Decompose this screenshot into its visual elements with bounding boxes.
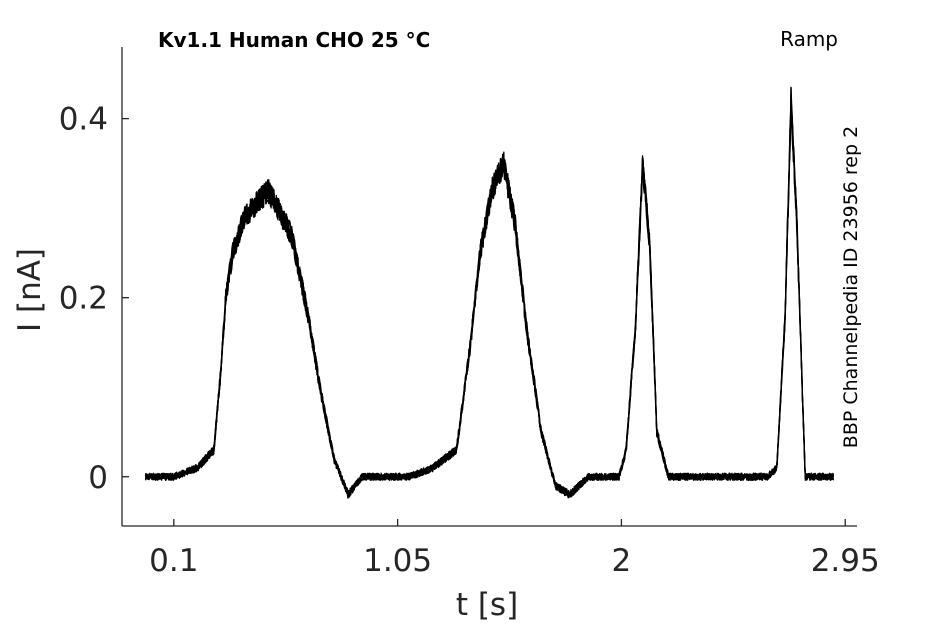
y-tick-label: 0.2 (59, 281, 108, 317)
x-tick-label: 0.1 (149, 543, 198, 579)
x-ticks: 0.1 1.05 2 2.95 (149, 519, 880, 579)
x-tick-label: 2 (612, 543, 632, 579)
current-trace-line (144, 101, 835, 498)
y-axis-label: I [nA] (12, 248, 48, 332)
x-tick-label: 1.05 (363, 543, 432, 579)
current-trace-line (144, 104, 834, 499)
current-trace-line (144, 93, 834, 499)
side-annotation: BBP Channelpedia ID 23956 rep 2 (840, 126, 862, 448)
y-tick-label: 0.4 (59, 102, 108, 138)
current-trace-line (144, 86, 835, 497)
protocol-label: Ramp (780, 27, 838, 51)
x-tick-label: 2.95 (811, 543, 880, 579)
y-tick-label: 0 (88, 460, 108, 496)
chart-title: Kv1.1 Human CHO 25 °C (158, 28, 430, 52)
current-trace-line (144, 86, 835, 499)
x-axis-label: t [s] (456, 587, 518, 623)
y-ticks: 0 0.2 0.4 (59, 102, 129, 496)
current-traces (144, 86, 835, 499)
